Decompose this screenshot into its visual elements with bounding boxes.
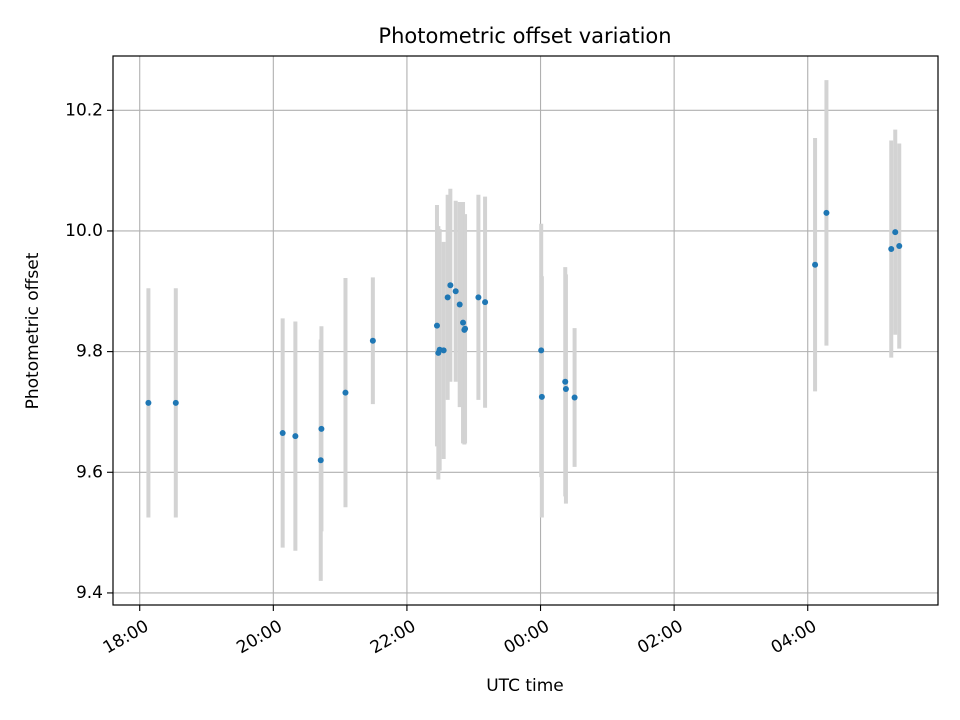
data-points [145,209,903,464]
data-point [433,322,440,329]
data-point [440,347,447,354]
data-point [482,299,489,306]
y-tick-label: 9.4 [76,583,103,603]
data-point [369,337,376,344]
data-point [896,243,903,250]
y-axis-label: Photometric offset [23,252,43,409]
data-point [538,393,545,400]
y-tick-label: 10.2 [65,100,103,120]
x-axis-label: UTC time [486,676,564,696]
data-point [462,325,469,332]
data-point [812,261,819,268]
data-point [892,229,899,236]
y-tick-label: 9.8 [76,342,103,362]
data-point [571,394,578,401]
y-tick-label: 9.6 [76,462,103,482]
data-point [317,457,324,464]
data-point [456,301,463,308]
data-point [447,282,454,289]
data-point [475,294,482,301]
data-point [444,294,451,301]
data-point [538,347,545,354]
data-point [823,209,830,216]
data-point [145,399,152,406]
plot-area-frame [112,55,939,606]
data-point [279,430,286,437]
data-point [318,425,325,432]
grid [113,56,938,605]
y-tick-label: 10.0 [65,221,103,241]
data-point [562,378,569,385]
chart-title: Photometric offset variation [378,24,671,48]
data-point [292,433,299,440]
data-point [562,386,569,393]
data-point [342,389,349,396]
data-point [172,399,179,406]
data-point [452,288,459,295]
data-point [888,246,895,253]
data-point [460,319,467,326]
